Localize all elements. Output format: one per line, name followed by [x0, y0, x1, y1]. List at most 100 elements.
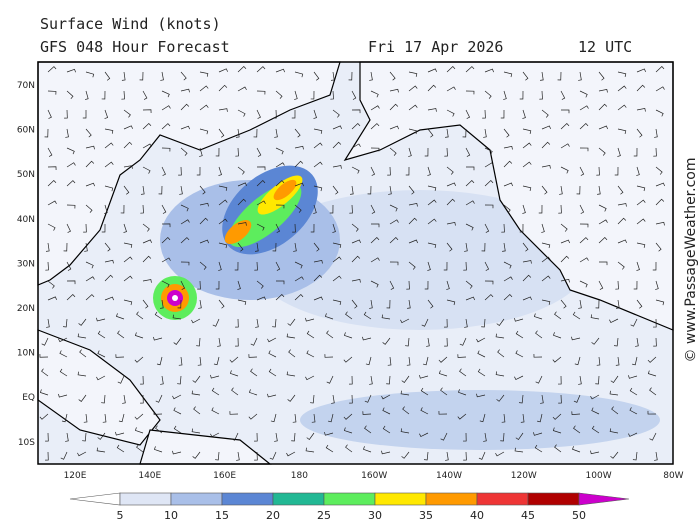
lon-label: 180 [291, 471, 308, 481]
wind-barb [197, 280, 201, 290]
wind-barb [237, 109, 246, 117]
wind-barb [324, 431, 334, 436]
wind-barb [218, 185, 228, 191]
wind-barb [655, 166, 663, 175]
wind-barb [343, 356, 353, 363]
colorbar-label: 35 [419, 509, 433, 522]
wind-barb [96, 375, 106, 381]
wind-barb [636, 166, 640, 176]
lat-label: 10S [18, 438, 35, 448]
wind-barb [104, 185, 114, 192]
wind-barb [484, 90, 492, 99]
wind-barb [444, 147, 448, 157]
wind-barb [445, 128, 449, 138]
wind-barb [180, 204, 189, 212]
wind-barb [598, 147, 606, 156]
wind-barb [522, 296, 532, 301]
wind-barb [408, 104, 418, 111]
wind-barb [578, 299, 582, 309]
wind-barb [405, 337, 410, 347]
wind-barb [229, 411, 239, 415]
wind-barb [654, 451, 658, 461]
wind-barb [611, 406, 619, 415]
wind-barb [256, 296, 266, 301]
wind-barb [408, 185, 415, 195]
title: Surface Wind (knots) [40, 15, 221, 33]
wind-barb [514, 317, 524, 322]
wind-barb [496, 318, 505, 326]
wind-barb [142, 90, 148, 100]
wind-barb [476, 337, 486, 343]
wind-barb [123, 223, 127, 233]
wind-barb [192, 375, 201, 383]
wind-barb [382, 407, 391, 415]
wind-barb [275, 261, 281, 271]
wind-barb [655, 280, 659, 290]
wind-barb [571, 336, 581, 341]
wind-barb [154, 311, 163, 320]
wind-barb [191, 390, 201, 396]
wind-barb [541, 299, 551, 305]
wind-barb [424, 147, 429, 157]
map-frame [37, 61, 674, 465]
wind-barb [457, 413, 467, 420]
wind-barb [503, 261, 512, 269]
wind-barb [142, 239, 152, 244]
wind-barb [400, 318, 410, 324]
wind-barb [313, 204, 317, 214]
wind-barb [142, 255, 152, 263]
wind-barb [370, 105, 380, 111]
map-area [37, 61, 674, 465]
wind-barb [389, 219, 399, 225]
wind-barb [387, 356, 392, 366]
wind-barb [613, 337, 619, 347]
wind-barb [630, 318, 638, 327]
wind-barb [574, 356, 581, 366]
wind-barb [502, 242, 506, 252]
wind-barb [123, 242, 133, 248]
wind-barb [408, 202, 418, 207]
wind-barb [161, 90, 170, 98]
wind-barb [47, 223, 56, 231]
wind-barb [155, 394, 163, 403]
wind-barb [104, 161, 114, 168]
wind-barb [294, 90, 298, 100]
wind-barb [286, 333, 296, 339]
wind-barb [655, 182, 665, 187]
wind-barb [515, 330, 524, 339]
wind-barb [292, 413, 297, 423]
wind-barb [652, 261, 657, 271]
wind-barb [446, 198, 456, 206]
wind-barb [655, 109, 664, 117]
wind-barb [617, 128, 627, 135]
wind-barb [287, 394, 296, 402]
wind-barb [351, 109, 361, 114]
wind-barb [446, 109, 455, 117]
wind-barb [401, 375, 410, 383]
wind-barb [560, 166, 569, 174]
wind-barb [343, 413, 353, 420]
wind-barb [419, 374, 429, 379]
wind-barb [39, 413, 49, 420]
wind-barb [370, 204, 376, 214]
wind-barb [199, 147, 203, 157]
wind-barb [142, 299, 149, 309]
wind-barb [407, 299, 411, 309]
wind-barb [142, 109, 152, 113]
wind-barb [101, 90, 106, 100]
wind-barb [218, 299, 225, 309]
wind-barb [522, 71, 529, 81]
wind-barb [213, 356, 220, 366]
wind-barb [97, 432, 106, 440]
wind-barb [248, 389, 258, 396]
wind-barb [310, 223, 315, 233]
wind-barb [438, 356, 448, 363]
wind-barb [197, 356, 202, 366]
wind-barb [636, 299, 643, 309]
wind-barb [427, 108, 437, 112]
wind-barb [381, 314, 391, 320]
wind-barb [427, 68, 437, 73]
wind-barb [541, 256, 551, 263]
wind-barb [268, 368, 277, 377]
wind-barb [369, 71, 373, 81]
